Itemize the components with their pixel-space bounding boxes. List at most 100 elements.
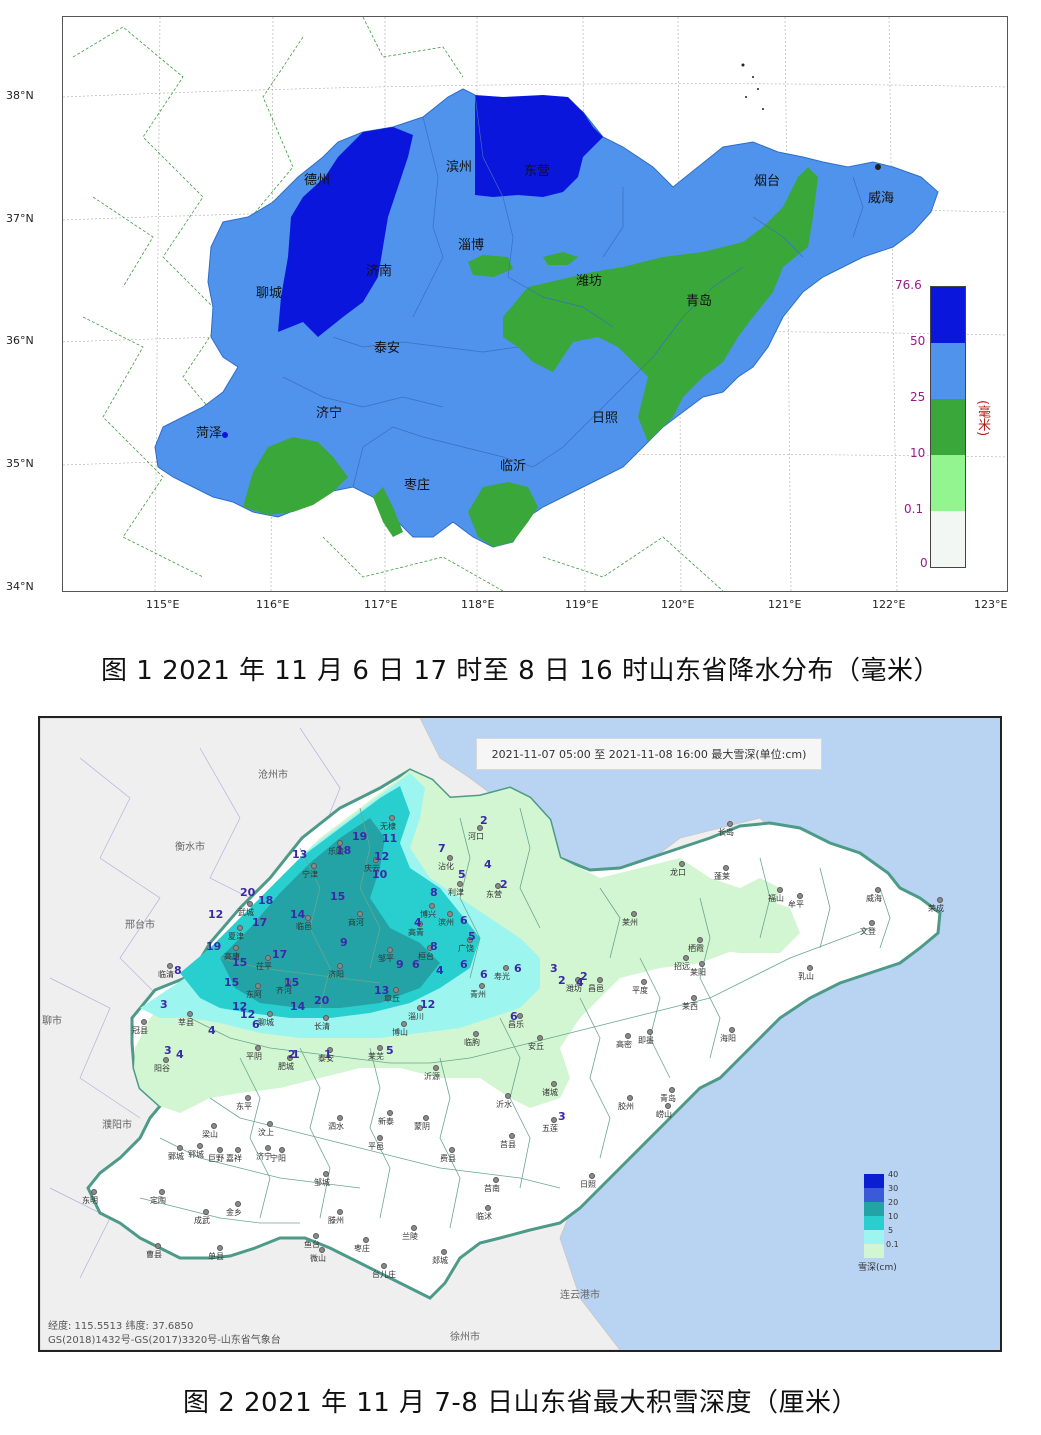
station-dot xyxy=(177,1145,183,1151)
station-dot xyxy=(641,979,647,985)
snow-value: 12 xyxy=(232,1000,248,1013)
station-label: 沂源 xyxy=(424,1072,440,1081)
precip-legend xyxy=(930,286,966,568)
station-dot xyxy=(517,1013,523,1019)
station-dot xyxy=(447,855,453,861)
station-label: 莒县 xyxy=(500,1140,516,1149)
station-dot xyxy=(551,1081,557,1087)
lat-label-38: 38°N xyxy=(6,89,34,102)
station-dot xyxy=(589,1173,595,1179)
station-dot xyxy=(699,961,705,967)
station-label: 定陶 xyxy=(150,1196,166,1205)
city-label: 淄博 xyxy=(458,238,485,253)
lon-label-118: 118°E xyxy=(461,598,495,611)
station-label: 济宁 xyxy=(256,1152,272,1161)
snow-legend-tick-20: 20 xyxy=(888,1198,899,1207)
station-label: 平度 xyxy=(632,986,648,995)
station-label: 微山 xyxy=(310,1254,326,1263)
station-label: 临沭 xyxy=(476,1212,492,1221)
figure1-caption: 图 1 2021 年 11 月 6 日 17 时至 8 日 16 时山东省降水分… xyxy=(101,656,940,686)
station-dot xyxy=(441,1249,447,1255)
city-label: 滨州 xyxy=(446,160,473,175)
station-dot xyxy=(159,1189,165,1195)
station-label: 庆云 xyxy=(364,864,380,873)
station-dot xyxy=(727,821,733,827)
station-dot xyxy=(479,983,485,989)
snow-value: 2 xyxy=(480,814,488,827)
legend-unit: (毫米) xyxy=(975,400,990,437)
station-label: 即墨 xyxy=(638,1036,654,1045)
legend-swatch-25-50 xyxy=(931,343,965,399)
station-dot xyxy=(235,1201,241,1207)
station-label: 鄄城 xyxy=(168,1152,184,1161)
city-label: 潍坊 xyxy=(576,274,603,289)
lon-label-122: 122°E xyxy=(872,598,906,611)
station-label: 乐陵 xyxy=(328,847,344,856)
station-dot xyxy=(337,963,343,969)
snow-value: 11 xyxy=(382,832,398,845)
station-label: 高青 xyxy=(408,928,424,937)
snow-value: 17 xyxy=(252,916,268,929)
region-green-zibo xyxy=(468,255,513,277)
station-dot xyxy=(449,1147,455,1153)
snow-legend-swatch-10-20 xyxy=(864,1202,884,1216)
station-label: 海阳 xyxy=(720,1034,736,1043)
station-dot xyxy=(163,1057,169,1063)
station-dot xyxy=(551,1117,557,1123)
snow-value: 20 xyxy=(240,886,256,899)
legend-tick-0: 0 xyxy=(920,556,928,570)
station-dot xyxy=(467,937,473,943)
snow-value: 5 xyxy=(468,930,476,943)
precipitation-map-canvas xyxy=(63,17,1007,591)
snow-20-30 xyxy=(220,818,440,1008)
station-dot xyxy=(679,861,685,867)
station-label: 莱西 xyxy=(682,1002,698,1011)
snow-legend-tick-0.1: 0.1 xyxy=(886,1240,899,1249)
station-dot xyxy=(423,1115,429,1121)
station-dot xyxy=(377,1045,383,1051)
outside-city-xingtai: 邢台市 xyxy=(125,920,155,931)
station-label: 寿光 xyxy=(494,972,510,981)
station-label: 冠县 xyxy=(132,1026,148,1035)
station-label: 单县 xyxy=(208,1252,224,1261)
station-label: 蒙阴 xyxy=(414,1122,430,1131)
lon-label-120: 120°E xyxy=(661,598,695,611)
snow-value: 3 xyxy=(550,962,558,975)
station-label: 莱芜 xyxy=(368,1052,384,1061)
station-label: 诸城 xyxy=(542,1088,558,1097)
station-label: 博兴 xyxy=(420,910,436,919)
region-green-south2 xyxy=(373,487,403,537)
station-label: 威海 xyxy=(866,894,882,903)
station-dot xyxy=(323,1015,329,1021)
station-label: 福山 xyxy=(768,894,784,903)
snow-value: 2 xyxy=(500,878,508,891)
outside-city-lianyungang: 连云港市 xyxy=(560,1290,600,1301)
station-label: 东明 xyxy=(82,1196,98,1205)
lon-label-115: 115°E xyxy=(146,598,180,611)
lat-label-37: 37°N xyxy=(6,212,34,225)
station-dot xyxy=(503,965,509,971)
station-dot xyxy=(937,897,943,903)
snow-value: 9 xyxy=(396,958,404,971)
station-label: 昌邑 xyxy=(588,984,604,993)
snow-value: 4 xyxy=(208,1024,216,1037)
city-label: 日照 xyxy=(592,411,619,426)
station-dot xyxy=(373,857,379,863)
station-label: 泗水 xyxy=(328,1122,344,1131)
station-label: 无棣 xyxy=(380,822,396,831)
station-label: 新泰 xyxy=(378,1117,394,1126)
figure2-caption: 图 2 2021 年 11 月 7-8 日山东省最大积雪深度（厘米） xyxy=(182,1388,859,1418)
station-label: 商河 xyxy=(348,918,364,927)
station-dot xyxy=(305,915,311,921)
station-label: 乳山 xyxy=(798,972,814,981)
snow-value: 17 xyxy=(272,948,288,961)
station-dot xyxy=(255,1045,261,1051)
snow-value: 5 xyxy=(386,1044,394,1057)
station-dot xyxy=(509,1133,515,1139)
snow-value: 2 xyxy=(558,974,566,987)
station-dot xyxy=(311,863,317,869)
station-dot xyxy=(869,920,875,926)
station-label: 平阴 xyxy=(246,1052,262,1061)
snow-value: 6 xyxy=(480,968,488,981)
station-dot xyxy=(729,1027,735,1033)
